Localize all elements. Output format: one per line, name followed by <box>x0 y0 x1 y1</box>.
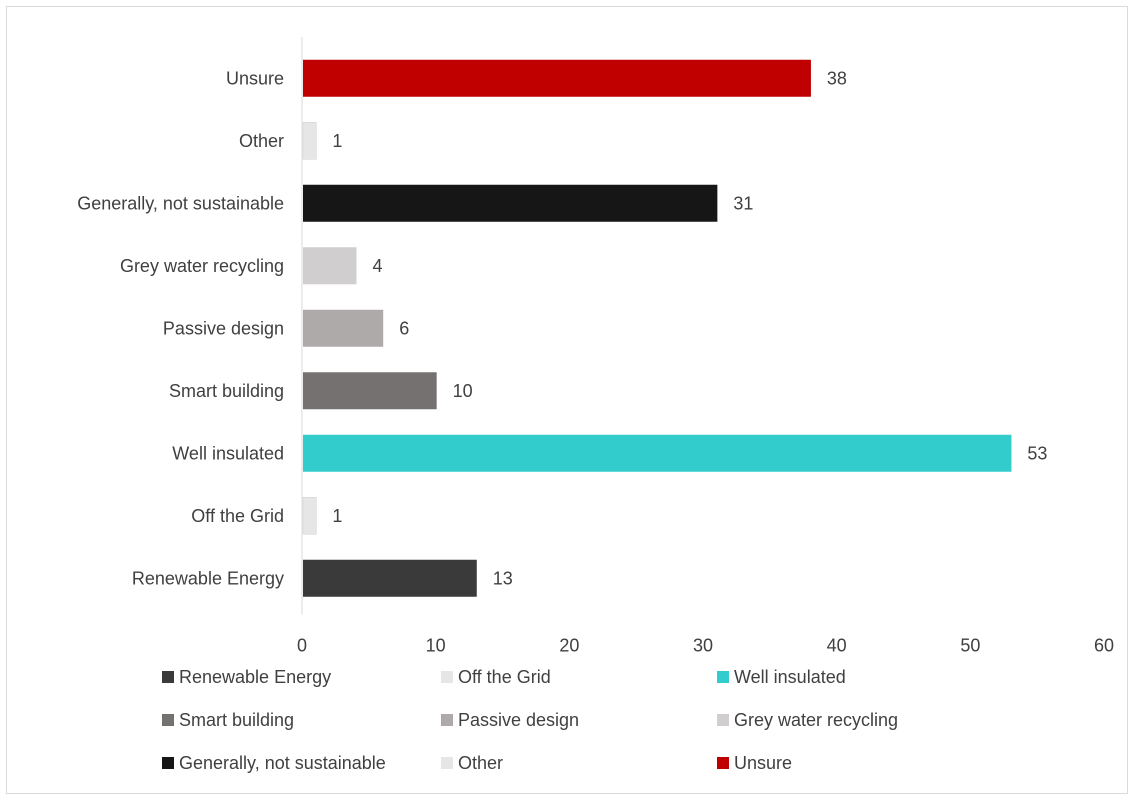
value-label-passive-design: 6 <box>399 318 409 338</box>
bars-layer <box>302 59 1012 597</box>
value-label-well-insulated: 53 <box>1027 443 1047 463</box>
x-tick-label-20: 20 <box>559 636 579 656</box>
category-label-unsure: Unsure <box>226 68 284 88</box>
bar-smart-building <box>303 372 437 410</box>
value-label-off-the-grid: 1 <box>332 506 342 526</box>
category-labels: Unsure Other Generally, not sustainable Gre… <box>77 68 284 588</box>
legend-label-renewable-energy: Renewable Energy <box>179 667 331 687</box>
legend-swatch-renewable-energy <box>162 671 174 683</box>
legend-label-passive-design: Passive design <box>458 710 579 730</box>
legend-label-generally-not-sustainable: Generally, not sustainable <box>179 753 386 773</box>
x-tick-label-30: 30 <box>693 636 713 656</box>
x-tick-label-10: 10 <box>426 636 446 656</box>
legend-swatch-well-insulated <box>717 671 729 683</box>
bar-off-the-grid <box>302 497 317 535</box>
value-label-generally-not-sustainable: 31 <box>733 193 753 213</box>
category-label-off-the-grid: Off the Grid <box>191 506 284 526</box>
bar-other <box>302 122 317 160</box>
category-label-generally-not-sustainable: Generally, not sustainable <box>77 193 284 213</box>
value-label-unsure: 38 <box>827 68 847 88</box>
category-label-smart-building: Smart building <box>169 381 284 401</box>
x-tick-label-0: 0 <box>297 636 307 656</box>
bar-generally-not-sustainable <box>303 184 718 222</box>
bar-renewable-energy <box>303 559 477 597</box>
legend-label-off-the-grid: Off the Grid <box>458 667 551 687</box>
value-label-other: 1 <box>332 131 342 151</box>
value-label-renewable-energy: 13 <box>493 568 513 588</box>
category-label-passive-design: Passive design <box>163 318 284 338</box>
bar-chart: Unsure Other Generally, not sustainable Gre… <box>77 37 1114 773</box>
category-label-well-insulated: Well insulated <box>172 443 284 463</box>
category-label-renewable-energy: Renewable Energy <box>132 568 284 588</box>
bar-unsure <box>303 59 811 97</box>
legend-label-unsure: Unsure <box>734 753 792 773</box>
x-tick-label-50: 50 <box>960 636 980 656</box>
legend-swatch-generally-not-sustainable <box>162 757 174 769</box>
x-axis-ticks: 0 10 20 30 40 50 60 <box>297 636 1114 656</box>
x-tick-label-40: 40 <box>827 636 847 656</box>
x-tick-label-60: 60 <box>1094 636 1114 656</box>
legend-swatch-grey-water-recycling <box>717 714 729 726</box>
legend-swatch-passive-design <box>441 714 453 726</box>
legend-swatch-other <box>441 757 453 769</box>
bar-well-insulated <box>303 434 1012 472</box>
legend-label-well-insulated: Well insulated <box>734 667 846 687</box>
legend-swatch-unsure <box>717 757 729 769</box>
value-labels: 38 1 31 4 6 10 53 1 13 <box>332 68 1047 588</box>
legend: Renewable Energy Off the Grid Well insulat… <box>162 667 898 773</box>
bar-grey-water-recycling <box>303 247 357 285</box>
category-label-grey-water-recycling: Grey water recycling <box>120 256 284 276</box>
legend-swatch-off-the-grid <box>441 671 453 683</box>
legend-label-smart-building: Smart building <box>179 710 294 730</box>
legend-swatch-smart-building <box>162 714 174 726</box>
value-label-smart-building: 10 <box>453 381 473 401</box>
chart-frame: Unsure Other Generally, not sustainable Gre… <box>6 6 1128 794</box>
category-label-other: Other <box>239 131 284 151</box>
legend-label-grey-water-recycling: Grey water recycling <box>734 710 898 730</box>
legend-label-other: Other <box>458 753 503 773</box>
bar-passive-design <box>303 309 384 347</box>
value-label-grey-water-recycling: 4 <box>372 256 382 276</box>
